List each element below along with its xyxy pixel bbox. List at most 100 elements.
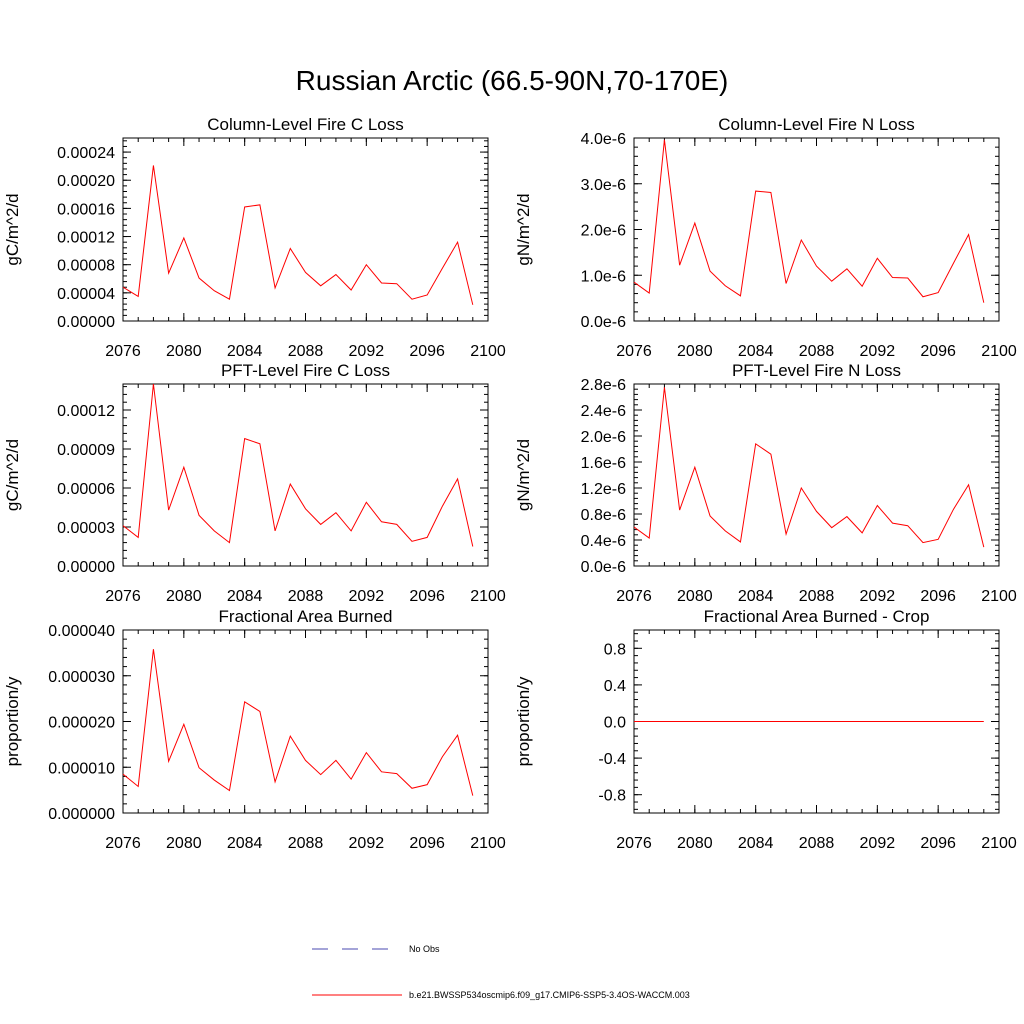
y-axis-label: gC/m^2/d — [3, 193, 22, 265]
y-tick-label: 0.00008 — [57, 258, 115, 275]
x-tick-label: 2100 — [981, 343, 1017, 360]
x-tick-label: 2096 — [409, 343, 445, 360]
x-tick-label: 2096 — [920, 588, 956, 605]
legend-model-label: b.e21.BWSSP534oscmip6.f09_g17.CMIP6-SSP5… — [409, 990, 690, 1000]
x-tick-label: 2080 — [166, 343, 202, 360]
y-tick-label: 0.00009 — [57, 442, 115, 459]
chart-panel-2: 2076 2080 2084 2088 2092 2096 2100 0.0e-6 1.0e-6… — [514, 115, 1017, 360]
y-tick-label: 0.000010 — [48, 760, 115, 777]
plot-frame — [122, 383, 489, 567]
chart-title: PFT-Level Fire C Loss — [221, 361, 390, 380]
y-tick-label: 2.4e-6 — [581, 403, 626, 420]
chart-panel-3: 2076 2080 2084 2088 2092 2096 2100 0.00000 0.000… — [3, 361, 506, 605]
x-tick-label: 2080 — [677, 343, 713, 360]
y-tick-label: 0.8 — [604, 641, 626, 658]
x-tick-label: 2100 — [981, 588, 1017, 605]
y-tick-label: 2.8e-6 — [581, 377, 626, 394]
x-tick-label: 2076 — [105, 588, 141, 605]
x-tick-label: 2096 — [409, 835, 445, 852]
y-tick-label: 0.00020 — [57, 173, 115, 190]
y-tick-label: 0.00006 — [57, 481, 115, 498]
y-axis-label: proportion/y — [3, 676, 22, 766]
legend-obs-label: No Obs — [409, 944, 440, 954]
y-tick-label: 3.0e-6 — [581, 177, 626, 194]
legend: No Obs b.e21.BWSSP534oscmip6.f09_g17.CMI… — [312, 944, 690, 1000]
x-tick-label: 2088 — [288, 835, 324, 852]
y-tick-label: 0.8e-6 — [581, 507, 626, 524]
series-line — [122, 649, 474, 796]
x-tick-label: 2096 — [920, 343, 956, 360]
x-tick-label: 2092 — [860, 588, 896, 605]
x-tick-label: 2080 — [166, 835, 202, 852]
y-tick-label: 0.00012 — [57, 230, 115, 247]
chart-panel-4: 2076 2080 2084 2088 2092 2096 2100 0.0e-6 0.4e-6… — [514, 361, 1017, 605]
x-tick-label: 2088 — [799, 588, 835, 605]
y-axis-label: gC/m^2/d — [3, 439, 22, 511]
series-line — [122, 165, 474, 305]
y-tick-label: 0.0 — [604, 715, 626, 732]
page-title: Russian Arctic (66.5-90N,70-170E) — [296, 65, 729, 96]
y-tick-label: 4.0e-6 — [581, 131, 626, 148]
y-tick-label: 0.00016 — [57, 201, 115, 218]
y-tick-label: 0.00003 — [57, 520, 115, 537]
x-tick-label: 2076 — [616, 343, 652, 360]
y-tick-label: 0.000030 — [48, 669, 115, 686]
chart-title: Fractional Area Burned - Crop — [704, 607, 930, 626]
x-tick-label: 2080 — [677, 835, 713, 852]
x-tick-label: 2084 — [738, 835, 774, 852]
y-tick-label: 1.2e-6 — [581, 481, 626, 498]
series-line — [122, 383, 474, 547]
y-tick-label: 0.4 — [604, 678, 626, 695]
y-tick-label: 0.0e-6 — [581, 559, 626, 576]
y-tick-label: 1.6e-6 — [581, 455, 626, 472]
y-tick-label: 0.4e-6 — [581, 533, 626, 550]
x-tick-label: 2080 — [166, 588, 202, 605]
series-line — [633, 387, 985, 548]
y-tick-label: 0.000020 — [48, 715, 115, 732]
x-tick-label: 2084 — [738, 588, 774, 605]
y-tick-label: 2.0e-6 — [581, 223, 626, 240]
chart-title: Column-Level Fire C Loss — [207, 115, 404, 134]
y-tick-label: -0.4 — [598, 751, 626, 768]
x-tick-label: 2100 — [470, 343, 506, 360]
chart-panel-5: 2076 2080 2084 2088 2092 2096 2100 0.000000 0.00… — [3, 607, 506, 852]
x-tick-label: 2096 — [920, 835, 956, 852]
x-tick-label: 2092 — [349, 343, 385, 360]
y-tick-label: 0.00000 — [57, 559, 115, 576]
x-tick-label: 2084 — [227, 343, 263, 360]
x-tick-label: 2076 — [105, 835, 141, 852]
y-tick-label: 0.00024 — [57, 145, 115, 162]
plot-frame — [633, 383, 1000, 567]
plot-frame — [122, 137, 489, 322]
chart-title: PFT-Level Fire N Loss — [732, 361, 901, 380]
y-tick-label: 0.000040 — [48, 623, 115, 640]
y-tick-label: 0.000000 — [48, 806, 115, 823]
plot-frame — [122, 629, 489, 814]
y-axis-label: gN/m^2/d — [514, 193, 533, 265]
y-tick-label: -0.8 — [598, 788, 626, 805]
x-tick-label: 2092 — [860, 343, 896, 360]
chart-panel-1: 2076 2080 2084 2088 2092 2096 2100 0.00000 0.000… — [3, 115, 506, 360]
x-tick-label: 2100 — [470, 835, 506, 852]
x-tick-label: 2092 — [349, 588, 385, 605]
series-line — [633, 139, 985, 303]
x-tick-label: 2076 — [616, 588, 652, 605]
x-tick-label: 2080 — [677, 588, 713, 605]
y-tick-label: 0.00004 — [57, 286, 115, 303]
y-axis-label: proportion/y — [514, 676, 533, 766]
x-tick-label: 2088 — [288, 588, 324, 605]
x-tick-label: 2096 — [409, 588, 445, 605]
x-tick-label: 2084 — [227, 588, 263, 605]
x-tick-label: 2088 — [799, 343, 835, 360]
chart-panels: 2076 2080 2084 2088 2092 2096 2100 0.00000 0.000… — [3, 115, 1017, 852]
x-tick-label: 2084 — [227, 835, 263, 852]
y-axis-label: gN/m^2/d — [514, 439, 533, 511]
chart-title: Fractional Area Burned — [219, 607, 393, 626]
x-tick-label: 2088 — [799, 835, 835, 852]
chart-panel-6: 2076 2080 2084 2088 2092 2096 2100 -0.8 -0.4 0.0 0… — [514, 607, 1017, 852]
y-tick-label: 0.00012 — [57, 403, 115, 420]
x-tick-label: 2084 — [738, 343, 774, 360]
x-tick-label: 2092 — [349, 835, 385, 852]
x-tick-label: 2092 — [860, 835, 896, 852]
x-tick-label: 2076 — [616, 835, 652, 852]
